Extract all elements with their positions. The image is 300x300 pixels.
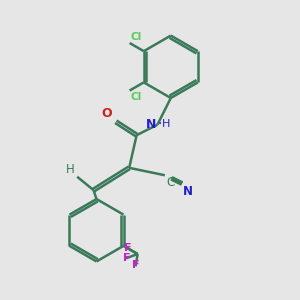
Text: C: C xyxy=(166,176,175,189)
Text: F: F xyxy=(132,260,140,270)
Text: ·: · xyxy=(158,117,162,131)
Text: F: F xyxy=(123,253,131,263)
Text: O: O xyxy=(102,107,112,120)
Text: N: N xyxy=(183,185,193,198)
Text: Cl: Cl xyxy=(131,32,142,42)
Text: H: H xyxy=(66,163,75,176)
Text: N: N xyxy=(146,118,156,131)
Text: Cl: Cl xyxy=(131,92,142,102)
Text: H: H xyxy=(162,119,170,129)
Text: F: F xyxy=(124,243,132,254)
